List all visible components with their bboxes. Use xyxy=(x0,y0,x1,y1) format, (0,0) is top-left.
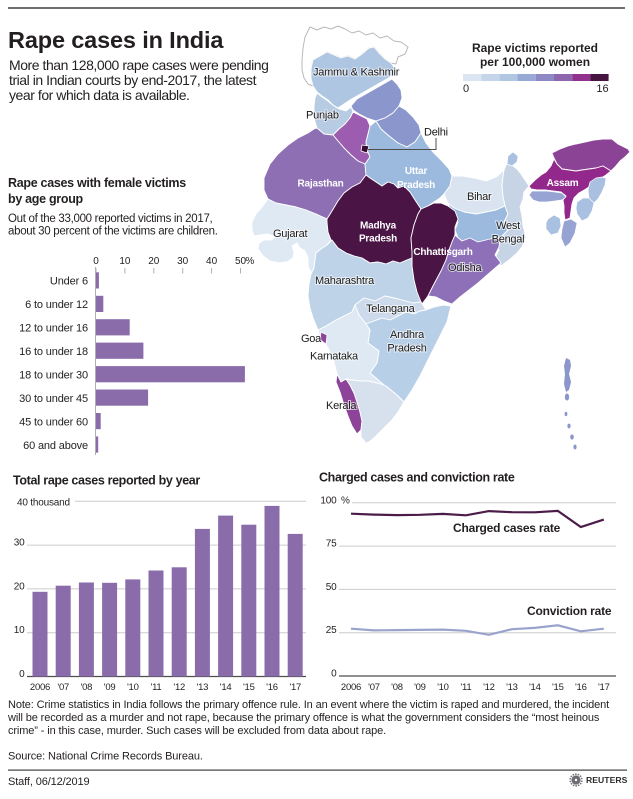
svg-text:Bengal: Bengal xyxy=(492,234,525,246)
svg-text:Charged cases rate: Charged cases rate xyxy=(453,521,561,535)
svg-text:%: % xyxy=(245,256,254,267)
svg-text:Rape cases in India: Rape cases in India xyxy=(8,27,224,53)
svg-text:Gujarat: Gujarat xyxy=(273,228,308,240)
svg-text:trial in Indian courts by end-: trial in Indian courts by end-2017, the … xyxy=(9,72,257,88)
svg-text:West: West xyxy=(496,220,520,232)
svg-text:%: % xyxy=(341,495,350,506)
svg-text:Chhattisgarh: Chhattisgarh xyxy=(413,247,472,258)
svg-text:75: 75 xyxy=(326,539,337,550)
svg-text:'08: '08 xyxy=(81,682,93,693)
svg-text:60 and above: 60 and above xyxy=(23,440,88,452)
svg-text:'09: '09 xyxy=(104,682,116,693)
svg-text:40 thousand: 40 thousand xyxy=(17,498,70,509)
svg-text:Conviction rate: Conviction rate xyxy=(527,604,612,618)
svg-text:30: 30 xyxy=(177,256,189,267)
svg-text:Delhi: Delhi xyxy=(424,127,448,139)
svg-text:Odisha: Odisha xyxy=(448,262,482,274)
svg-text:Uttar: Uttar xyxy=(405,166,428,177)
svg-text:Bihar: Bihar xyxy=(467,191,492,203)
svg-text:'14: '14 xyxy=(529,682,541,693)
svg-text:Kerala: Kerala xyxy=(326,400,357,412)
svg-text:0: 0 xyxy=(463,83,469,95)
svg-text:by age group: by age group xyxy=(8,192,84,206)
svg-text:Goa: Goa xyxy=(301,333,322,345)
svg-text:Andhra: Andhra xyxy=(390,329,425,341)
svg-text:'12: '12 xyxy=(483,682,495,693)
svg-text:Charged cases and conviction r: Charged cases and conviction rate xyxy=(319,471,515,485)
svg-text:20: 20 xyxy=(148,256,160,267)
svg-text:'11: '11 xyxy=(460,682,471,693)
svg-text:More than 128,000 rape cases w: More than 128,000 rape cases were pendin… xyxy=(9,57,268,73)
svg-text:45 to under 60: 45 to under 60 xyxy=(19,416,88,428)
svg-text:Out of the 33,000 reported vic: Out of the 33,000 reported victims in 20… xyxy=(8,213,213,225)
svg-text:Under 6: Under 6 xyxy=(50,276,88,288)
svg-text:0: 0 xyxy=(331,669,337,680)
svg-text:50: 50 xyxy=(235,256,247,267)
svg-text:Pradesh: Pradesh xyxy=(359,234,397,245)
svg-text:'16: '16 xyxy=(266,682,278,693)
svg-text:'12: '12 xyxy=(173,682,185,693)
svg-text:per 100,000 women: per 100,000 women xyxy=(480,55,590,69)
svg-text:40: 40 xyxy=(206,256,218,267)
svg-text:'15: '15 xyxy=(552,682,564,693)
svg-text:50: 50 xyxy=(326,582,337,593)
svg-text:Maharashtra: Maharashtra xyxy=(315,275,375,287)
svg-text:12 to under 16: 12 to under 16 xyxy=(19,323,88,335)
svg-text:about 30 percent of the victim: about 30 percent of the victims are chil… xyxy=(8,226,218,238)
svg-text:100: 100 xyxy=(320,495,337,506)
svg-text:0: 0 xyxy=(19,669,25,680)
svg-text:'17: '17 xyxy=(598,682,610,693)
svg-text:Rape cases with female victims: Rape cases with female victims xyxy=(8,176,186,190)
svg-text:Rajasthan: Rajasthan xyxy=(298,179,344,190)
svg-text:6 to under 12: 6 to under 12 xyxy=(25,299,88,311)
svg-text:Total rape cases reported by y: Total rape cases reported by year xyxy=(13,474,200,488)
svg-text:Rape victims reported: Rape victims reported xyxy=(472,41,598,55)
svg-text:Jammu & Kashmir: Jammu & Kashmir xyxy=(313,67,400,79)
svg-text:Karnataka: Karnataka xyxy=(310,351,359,363)
svg-text:Note: Crime statistics in Indi: Note: Crime statistics in India follows … xyxy=(8,699,609,711)
svg-text:30 to under 45: 30 to under 45 xyxy=(19,393,88,405)
svg-text:REUTERS: REUTERS xyxy=(586,775,628,785)
svg-text:'10: '10 xyxy=(127,682,139,693)
svg-text:16 to under 18: 16 to under 18 xyxy=(19,346,88,358)
svg-text:Pradesh: Pradesh xyxy=(387,343,426,355)
svg-text:2006: 2006 xyxy=(341,682,361,693)
svg-text:30: 30 xyxy=(14,538,25,549)
svg-text:'11: '11 xyxy=(151,682,162,693)
svg-text:'16: '16 xyxy=(575,682,587,693)
svg-text:25: 25 xyxy=(326,625,337,636)
svg-text:Staff, 06/12/2019: Staff, 06/12/2019 xyxy=(8,776,90,788)
svg-text:will be recorded as a murder a: will be recorded as a murder and not rap… xyxy=(7,712,600,724)
svg-text:'08: '08 xyxy=(391,682,403,693)
svg-text:0: 0 xyxy=(93,256,99,267)
svg-text:'09: '09 xyxy=(414,682,426,693)
svg-text:Source: National Crime Records: Source: National Crime Records Bureau. xyxy=(8,751,203,763)
svg-text:'07: '07 xyxy=(368,682,380,693)
svg-text:10: 10 xyxy=(119,256,131,267)
svg-text:10: 10 xyxy=(14,625,25,636)
svg-text:Madhya: Madhya xyxy=(360,221,397,232)
svg-text:Assam: Assam xyxy=(547,178,579,189)
svg-text:20: 20 xyxy=(14,581,25,592)
svg-text:crime” - in this case, murder.: crime” - in this case, murder. Such case… xyxy=(8,725,386,737)
svg-text:'13: '13 xyxy=(506,682,518,693)
svg-text:'07: '07 xyxy=(57,682,69,693)
svg-text:'15: '15 xyxy=(243,682,255,693)
svg-text:'17: '17 xyxy=(289,682,301,693)
svg-text:'13: '13 xyxy=(197,682,209,693)
svg-text:year for which data is availab: year for which data is available. xyxy=(9,87,189,103)
svg-text:18 to under 30: 18 to under 30 xyxy=(19,370,88,382)
svg-text:2006: 2006 xyxy=(30,682,50,693)
svg-text:Punjab: Punjab xyxy=(306,110,339,122)
svg-text:Pradesh: Pradesh xyxy=(397,180,435,191)
svg-text:Telangana: Telangana xyxy=(366,303,416,315)
svg-text:'14: '14 xyxy=(220,682,232,693)
svg-text:'10: '10 xyxy=(437,682,449,693)
svg-text:16: 16 xyxy=(596,83,608,95)
